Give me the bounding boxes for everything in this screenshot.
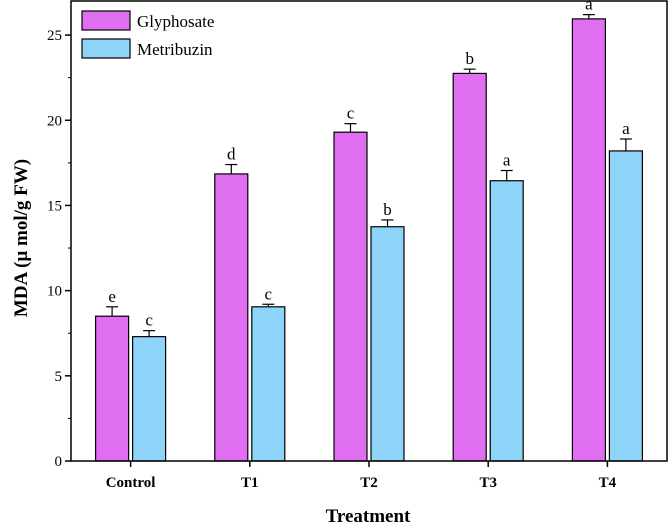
significance-label: c bbox=[347, 104, 355, 123]
significance-label: d bbox=[227, 145, 236, 164]
x-tick-label: T2 bbox=[360, 475, 378, 491]
legend-swatch-glyphosate bbox=[81, 10, 131, 31]
significance-label: a bbox=[503, 151, 511, 170]
legend-label-metribuzin: Metribuzin bbox=[137, 40, 213, 59]
bar-glyphosate-t1 bbox=[214, 173, 249, 462]
bar-metribuzin-control bbox=[132, 336, 167, 462]
bar-metribuzin-t3 bbox=[489, 180, 524, 462]
significance-label: e bbox=[108, 287, 116, 306]
bar-glyphosate-t4 bbox=[571, 18, 607, 462]
bar-glyphosate-control bbox=[94, 315, 130, 462]
y-tick-label: 15 bbox=[47, 198, 62, 214]
x-tick-label: T4 bbox=[599, 475, 617, 491]
y-tick-label: 10 bbox=[47, 284, 62, 300]
y-axis-title: MDA (µ mol/g FW) bbox=[11, 159, 32, 317]
x-axis-title: Treatment bbox=[326, 506, 411, 527]
significance-label: a bbox=[585, 0, 593, 14]
y-tick-label: 5 bbox=[55, 369, 63, 385]
significance-label: c bbox=[265, 284, 273, 303]
y-tick-label: 20 bbox=[47, 113, 62, 129]
x-tick-label: T3 bbox=[479, 475, 497, 491]
plot-frame bbox=[70, 0, 668, 462]
bar-glyphosate-t3 bbox=[452, 72, 487, 462]
significance-label: b bbox=[383, 200, 392, 219]
legend: Glyphosate Metribuzin bbox=[81, 10, 214, 59]
significance-label: b bbox=[465, 49, 474, 68]
bar-metribuzin-t4 bbox=[608, 150, 644, 462]
x-tick-label: Control bbox=[106, 475, 156, 491]
bar-glyphosate-t2 bbox=[333, 131, 368, 462]
y-tick-label: 0 bbox=[55, 454, 63, 470]
plot-area: 0 5 10 15 20 25 Control e c T1 d c T2 c b T3 b a T4 a a bbox=[47, 0, 644, 491]
bar-metribuzin-t1 bbox=[251, 306, 286, 462]
legend-label-glyphosate: Glyphosate bbox=[137, 12, 214, 31]
x-tick-label: T1 bbox=[241, 475, 259, 491]
significance-label: c bbox=[145, 311, 153, 330]
bar-metribuzin-t2 bbox=[370, 226, 405, 462]
y-tick-label: 25 bbox=[47, 28, 62, 44]
legend-swatch-metribuzin bbox=[81, 38, 131, 59]
significance-label: a bbox=[622, 119, 630, 138]
